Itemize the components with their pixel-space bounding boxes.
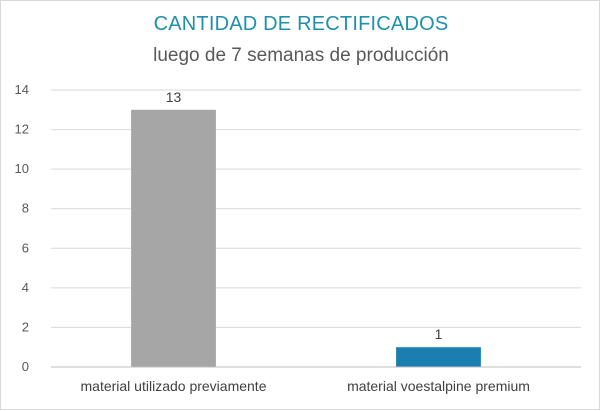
y-tick-label: 12 bbox=[15, 122, 29, 137]
chart-title: CANTIDAD DE RECTIFICADOS bbox=[153, 13, 449, 35]
y-tick-label: 0 bbox=[22, 359, 29, 374]
x-category-label: material utilizado previamente bbox=[81, 378, 267, 394]
bar bbox=[131, 109, 216, 368]
y-tick-label: 4 bbox=[22, 280, 29, 295]
data-label: 13 bbox=[166, 89, 182, 105]
y-tick-label: 2 bbox=[22, 319, 29, 334]
bar bbox=[396, 347, 481, 367]
y-tick-label: 6 bbox=[22, 240, 29, 255]
chart-subtitle: luego de 7 semanas de producción bbox=[153, 45, 449, 66]
y-tick-label: 14 bbox=[15, 82, 29, 97]
data-label: 1 bbox=[435, 326, 443, 342]
x-category-label: material voestalpine premium bbox=[347, 378, 530, 394]
y-tick-label: 10 bbox=[15, 161, 29, 176]
y-tick-label: 8 bbox=[22, 201, 29, 216]
